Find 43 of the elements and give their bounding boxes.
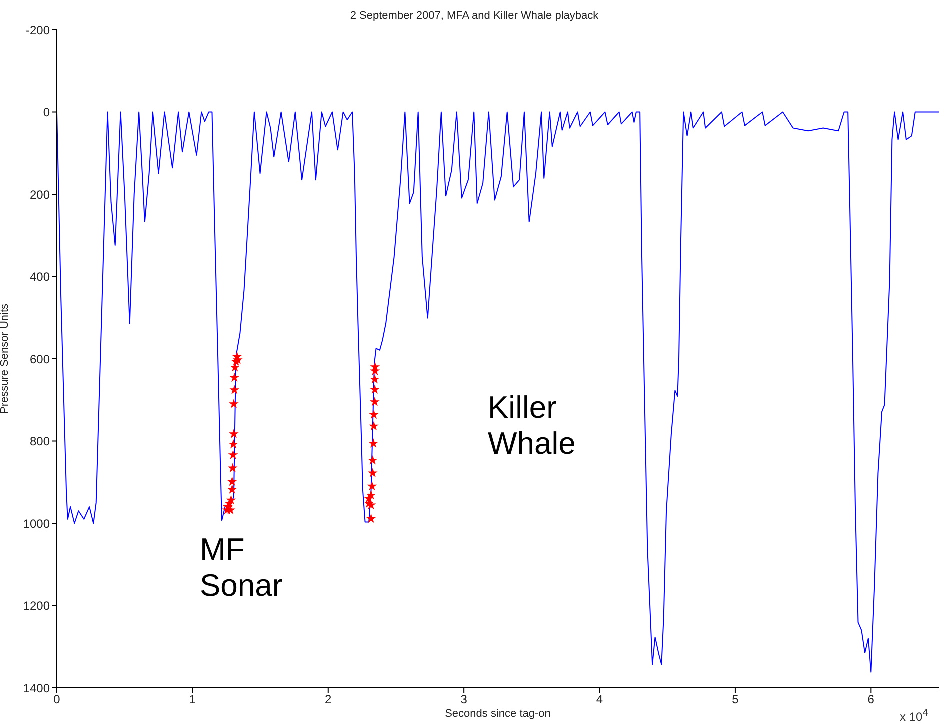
point <box>370 384 380 394</box>
x-tick-label: 5 <box>732 692 740 707</box>
y-tick-label: -200 <box>26 23 50 38</box>
point <box>366 514 376 524</box>
y-tick-label: 0 <box>43 106 50 120</box>
point <box>366 500 376 510</box>
line-series <box>57 112 939 673</box>
point <box>370 374 380 384</box>
annotation: MF Sonar <box>200 532 283 603</box>
y-tick-label: 1200 <box>23 599 50 614</box>
x-tick-label: 0 <box>54 692 61 707</box>
y-axis-title: Pressure Sensor Units <box>0 303 11 414</box>
point <box>370 397 380 406</box>
x-tick-label: 2 <box>325 692 332 707</box>
text: x 10$^{4}$ <box>900 708 928 724</box>
x-axis-title: Seconds since tag-on <box>445 708 551 720</box>
y-tick-label: 400 <box>30 270 50 284</box>
point <box>228 463 238 473</box>
point <box>228 439 238 449</box>
point <box>229 399 239 408</box>
point <box>227 476 238 486</box>
y-tick-label: 800 <box>30 434 50 449</box>
x-tick-label: 3 <box>460 692 468 707</box>
x-tick-label: 4 <box>596 692 604 707</box>
y-tick-label: 200 <box>30 188 50 202</box>
point <box>230 372 240 382</box>
x-tick-label: 1 <box>189 692 196 707</box>
y-tick-label: 600 <box>30 352 50 366</box>
point <box>369 421 379 431</box>
point <box>230 385 240 394</box>
point <box>227 484 238 494</box>
point <box>367 481 378 491</box>
point <box>369 410 379 420</box>
annotation: Killer Whale <box>488 390 576 461</box>
point <box>228 450 238 460</box>
point <box>368 438 378 448</box>
chart-title: 2 September 2007, MFA and Killer Whale playback <box>349 10 600 22</box>
x-tick-label: 6 <box>868 692 875 707</box>
point <box>229 429 239 438</box>
point <box>368 455 378 465</box>
point <box>368 468 378 478</box>
y-tick-label: 1400 <box>23 681 50 696</box>
y-tick-label: 1000 <box>23 516 50 531</box>
